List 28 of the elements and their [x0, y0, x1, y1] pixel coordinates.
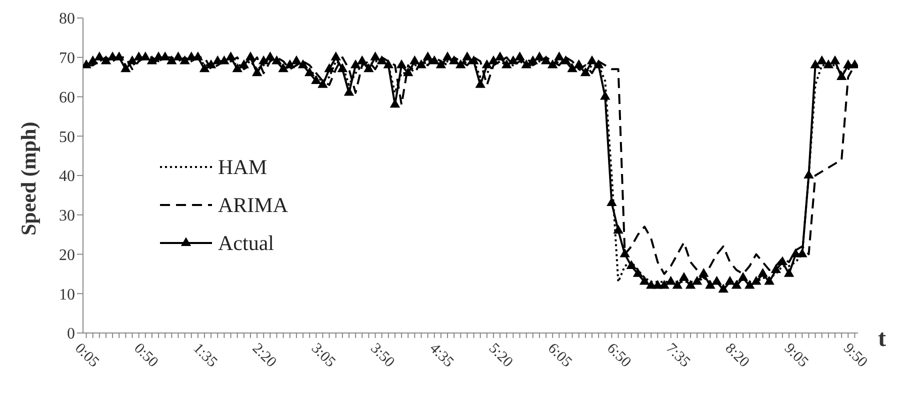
x-tick-label: 9:50 [840, 340, 870, 371]
legend-label: HAM [218, 154, 268, 180]
x-tick-label: 9:05 [780, 340, 812, 371]
y-tick-label: 40 [59, 168, 75, 186]
x-axis-title: t [878, 326, 886, 353]
y-tick-label: 0 [67, 326, 75, 343]
x-tick-label: 3:50 [367, 340, 398, 371]
x-tick-label: 8:20 [722, 340, 752, 371]
y-tick-label: 50 [59, 128, 75, 146]
y-axis-title: Speed (mph) [16, 122, 40, 236]
y-tick-label: 20 [59, 246, 75, 264]
y-tick-label: 10 [59, 286, 75, 304]
x-tick-label: 6:50 [604, 340, 634, 371]
x-tick-label: 6:05 [544, 340, 575, 371]
x-tick-label: 0:50 [130, 340, 161, 371]
x-tick-label: 7:35 [662, 340, 693, 371]
y-tick-label: 70 [59, 50, 75, 68]
legend-label: ARIMA [218, 192, 288, 218]
legend-label: Actual [218, 230, 274, 256]
x-tick-label: 4:35 [426, 340, 456, 371]
y-tick-label: 80 [59, 10, 75, 28]
y-tick-label: 30 [59, 208, 75, 225]
x-tick-label: 5:20 [485, 340, 516, 371]
x-tick-label: 1:35 [190, 340, 220, 371]
x-tick-label: 3:05 [308, 340, 338, 371]
x-tick-label: 2:20 [248, 340, 280, 371]
x-tick-label: 0:05 [72, 340, 102, 371]
y-tick-label: 60 [59, 89, 75, 106]
